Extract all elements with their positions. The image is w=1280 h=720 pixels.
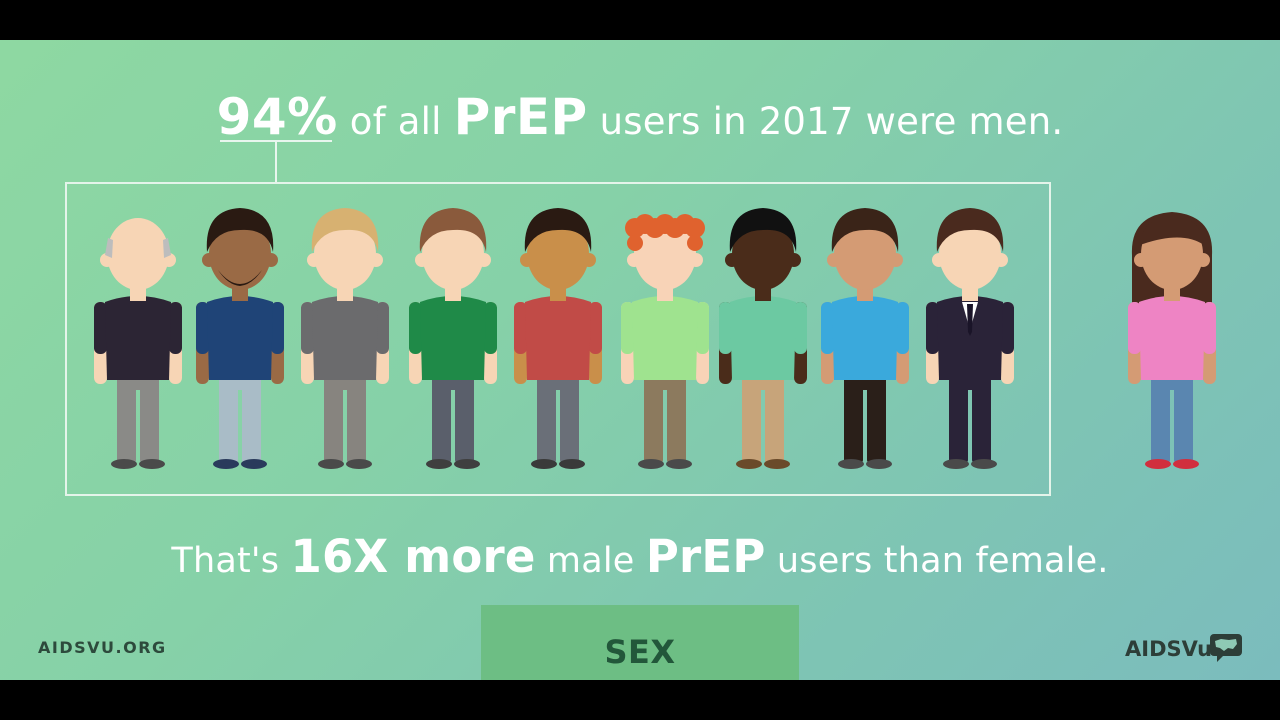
figure-man-red [514,208,602,469]
subline-part3: users than female. [776,541,1109,581]
headline-percent: 94% [216,88,338,146]
men-group-box [65,182,1051,496]
headline: 94% of all PrEP users in 2017 were men. [0,88,1280,146]
letterbox-bottom [0,680,1280,720]
figure-man-dark [719,208,807,469]
headline-part2: users in 2017 were men. [599,100,1064,143]
figure-man-bald [94,218,182,469]
sex-tab[interactable]: SEX [481,605,799,680]
figure-woman-pink [1128,212,1216,469]
subline: That's 16X more male PrEP users than fem… [0,530,1280,583]
subline-part1: That's [171,541,280,581]
bracket-connector [275,141,277,182]
headline-part1: of all [349,100,442,143]
figure-man-beard [196,208,284,469]
subline-term: PrEP [645,530,766,583]
site-url[interactable]: AIDSVU.ORG [38,638,167,657]
brand-logo-text: AIDSVu [1125,637,1213,661]
figure-man-blond [301,208,389,469]
people-illustration [94,208,1216,469]
figure-man-redhead [621,214,709,469]
sex-tab-label: SEX [604,633,676,671]
subline-emphasis: 16X more [290,530,536,583]
figure-man-green [409,208,497,469]
figure-man-blue [821,208,909,469]
subline-part2: male [546,541,635,581]
figure-man-suit [926,208,1014,469]
infographic-stage: 94% of all PrEP users in 2017 were men. … [0,40,1280,680]
us-map-chat-icon [1210,634,1242,662]
letterbox-top [0,0,1280,40]
headline-term: PrEP [453,88,588,146]
